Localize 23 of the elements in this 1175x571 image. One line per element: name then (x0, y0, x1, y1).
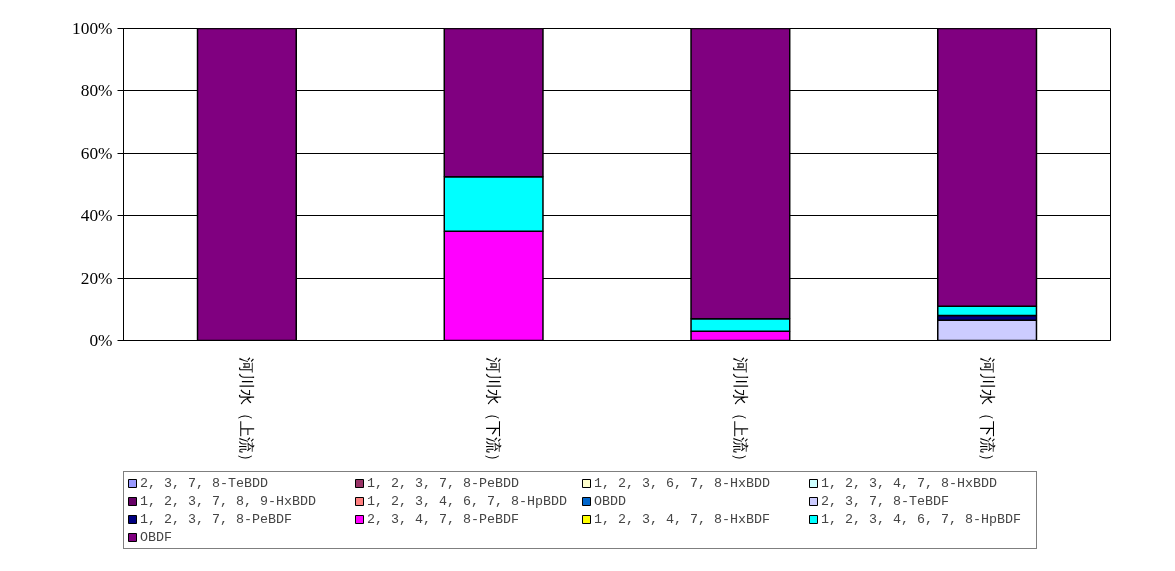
y-tick-label: 0% (89, 331, 113, 350)
x-tick-label: 河川水（上流） (731, 356, 749, 469)
legend-label: 1, 2, 3, 6, 7, 8-HxBDD (594, 475, 771, 491)
y-tick-label: 80% (80, 81, 113, 101)
legend-label: OBDF (140, 529, 173, 545)
legend-label: 2, 3, 7, 8-TeBDF (821, 493, 950, 509)
legend-label: 1, 2, 3, 4, 7, 8-HxBDD (821, 475, 998, 491)
legend-label: 1, 2, 3, 7, 8-PeBDF (140, 511, 293, 527)
legend-label: 1, 2, 3, 4, 6, 7, 8-HpBDF (821, 511, 1022, 527)
x-tick-label: 河川水（下流） (485, 356, 503, 469)
legend-label: 1, 2, 3, 4, 7, 8-HxBDF (594, 511, 771, 527)
legend-label: OBDD (594, 493, 627, 509)
legend-label: 2, 3, 7, 8-TeBDD (140, 475, 269, 491)
legend-label: 2, 3, 4, 7, 8-PeBDF (367, 511, 520, 527)
legend-label: 1, 2, 3, 7, 8-PeBDD (367, 475, 520, 491)
x-tick-label: 河川水（下流） (978, 356, 996, 469)
y-tick-label: 100% (72, 19, 113, 38)
y-tick-label: 60% (80, 143, 113, 163)
y-tick-label: 40% (80, 206, 113, 226)
x-tick-label: 河川水（上流） (238, 356, 256, 469)
y-tick-label: 20% (80, 268, 113, 288)
legend-label: 1, 2, 3, 7, 8, 9-HxBDD (140, 493, 317, 509)
legend-label: 1, 2, 3, 4, 6, 7, 8-HpBDD (367, 493, 568, 509)
